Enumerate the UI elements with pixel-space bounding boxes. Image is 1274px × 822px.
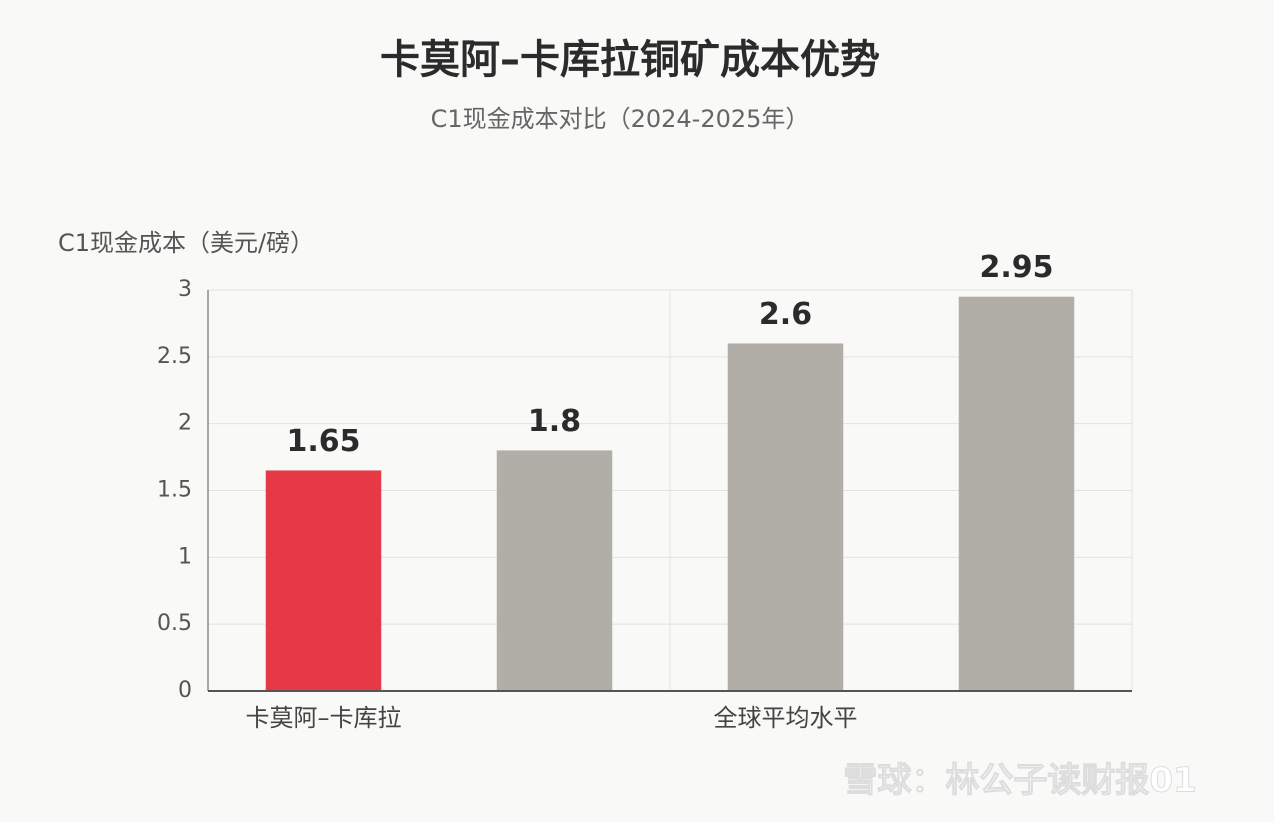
y-tick-label: 1.5	[157, 478, 192, 503]
bar	[958, 296, 1075, 691]
watermark: 雪球：林公子读财报01	[843, 761, 1196, 801]
bar	[265, 470, 382, 691]
x-tick-label: 卡莫阿–卡库拉	[246, 704, 402, 732]
y-tick-label: 0	[178, 678, 192, 703]
chart-title: 卡莫阿–卡库拉铜矿成本优势	[380, 37, 880, 83]
data-label: 2.6	[759, 297, 812, 332]
data-label: 1.8	[528, 404, 581, 439]
y-tick-label: 3	[178, 277, 192, 302]
bar	[727, 343, 844, 691]
bar	[496, 450, 613, 691]
y-tick-label: 2.5	[157, 344, 192, 369]
data-label: 2.95	[979, 250, 1053, 285]
chart-subtitle: C1现金成本对比（2024-2025年）	[431, 105, 810, 133]
x-tick-label: 全球平均水平	[714, 704, 858, 732]
y-tick-label: 2	[178, 411, 192, 436]
y-axis-label: C1现金成本（美元/磅）	[58, 229, 314, 257]
y-tick-label: 1	[178, 544, 192, 569]
data-label: 1.65	[286, 424, 360, 459]
y-tick-label: 0.5	[157, 611, 192, 636]
